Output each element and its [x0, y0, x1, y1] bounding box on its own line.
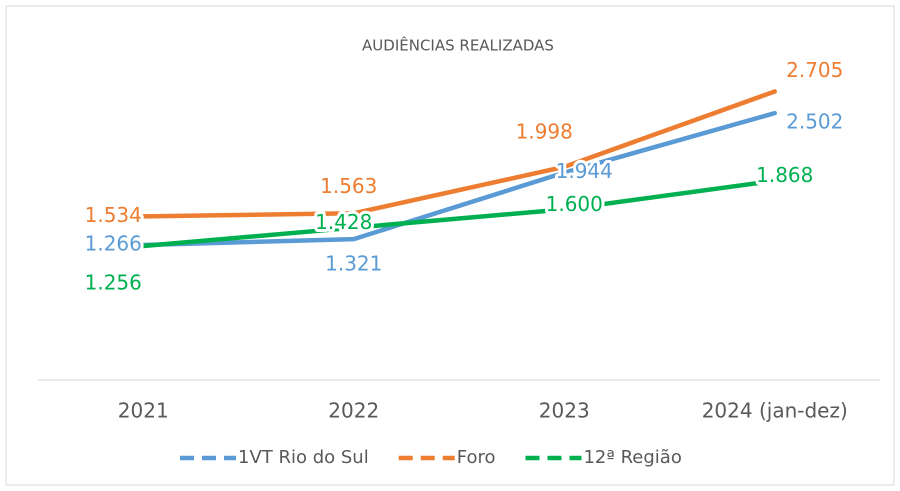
- data-label: 1.256: [85, 271, 142, 295]
- data-label: 1.868: [756, 163, 813, 187]
- chart-title: AUDIÊNCIAS REALIZADAS: [362, 36, 554, 55]
- data-label: 1.266: [85, 231, 142, 255]
- data-label: 1.321: [325, 252, 382, 276]
- series-line: [141, 89, 777, 219]
- series-line: [141, 110, 777, 248]
- data-label: 1.998: [516, 119, 573, 143]
- data-label: 2.705: [786, 58, 843, 82]
- data-label: 1.534: [85, 203, 142, 227]
- legend-label: 1VT Rio do Sul: [238, 447, 369, 468]
- series-line: [141, 178, 777, 249]
- legend-label: 12ª Região: [583, 447, 681, 468]
- data-label: 1.563: [320, 174, 377, 198]
- x-tick-label: 2022: [328, 399, 379, 423]
- data-label: 1.428: [315, 210, 372, 234]
- x-tick-label: 2023: [539, 399, 590, 423]
- data-label: 1.944: [556, 159, 613, 183]
- data-label: 1.600: [546, 192, 603, 216]
- x-tick-label: 2024 (jan-dez): [702, 399, 848, 423]
- x-tick-label: 2021: [118, 399, 169, 423]
- data-label: 2.502: [786, 110, 843, 134]
- legend-label: Foro: [457, 447, 496, 468]
